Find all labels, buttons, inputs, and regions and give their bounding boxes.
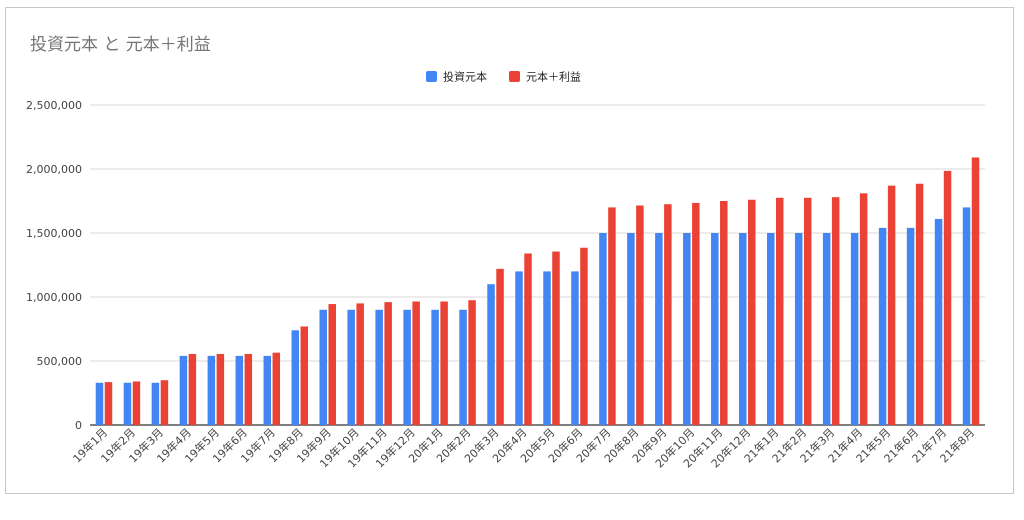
legend-swatch-principal-plus-profit (509, 71, 520, 82)
chart-title: 投資元本 と 元本＋利益 (30, 35, 211, 55)
bar-principal-plus-profit (524, 253, 532, 425)
bar-principal (599, 233, 607, 425)
bar-principal (235, 355, 244, 425)
bar-principal-plus-profit (915, 183, 924, 425)
bar-principal (655, 233, 663, 425)
bar-principal (403, 309, 411, 425)
y-tick-label: 1,500,000 (26, 227, 82, 240)
bar-principal (347, 309, 355, 425)
bar-principal (207, 355, 216, 425)
bar-principal-plus-profit (132, 381, 141, 425)
bar-principal-plus-profit (943, 170, 952, 425)
bar-principal (934, 218, 943, 425)
bar-principal-plus-profit (580, 247, 588, 425)
bar-principal (906, 227, 915, 425)
bar-principal (319, 309, 327, 425)
bar-principal (794, 233, 803, 425)
bars (95, 157, 980, 426)
bar-principal-plus-profit (244, 353, 253, 425)
bar-principal-plus-profit (160, 380, 169, 425)
y-tick-label: 2,500,000 (26, 99, 82, 112)
bar-principal (459, 309, 467, 425)
bar-principal-plus-profit (887, 185, 896, 425)
bar-principal-plus-profit (971, 157, 980, 426)
bar-principal-plus-profit (104, 382, 113, 425)
bar-principal (962, 207, 971, 425)
bar-principal-plus-profit (356, 303, 364, 425)
bar-principal (431, 309, 439, 425)
y-axis: 0 500,000 1,000,000 1,500,000 2,000,000 2,500… (26, 99, 82, 432)
bar-principal-plus-profit (692, 202, 700, 425)
bar-principal (263, 355, 272, 425)
bar-principal (123, 382, 132, 425)
bar-principal-plus-profit (216, 353, 225, 425)
bar-principal (822, 233, 831, 425)
bar-principal-plus-profit (636, 205, 644, 425)
bar-principal (95, 382, 104, 425)
bar-principal-plus-profit (496, 268, 504, 425)
bar-principal-plus-profit (468, 300, 476, 425)
bar-principal-plus-profit (272, 352, 281, 425)
bar-principal (766, 233, 775, 425)
bar-principal-plus-profit (664, 204, 672, 425)
chart-legend: 投資元本 元本＋利益 (426, 70, 581, 84)
bar-principal-plus-profit (748, 199, 756, 425)
bar-principal-plus-profit (188, 353, 197, 425)
bar-principal-plus-profit (608, 207, 616, 425)
bar-principal (543, 271, 551, 425)
bar-principal (683, 233, 691, 425)
bar-principal-plus-profit (775, 197, 784, 425)
bar-principal-plus-profit (831, 197, 840, 425)
bar-principal-plus-profit (412, 301, 420, 425)
bar-principal (850, 233, 859, 425)
y-tick-label: 2,000,000 (26, 163, 82, 176)
bar-principal (291, 330, 300, 425)
bar-principal (739, 233, 747, 425)
chart-frame (5, 7, 1014, 494)
bar-principal-plus-profit (384, 302, 392, 425)
legend-label-principal-plus-profit: 元本＋利益 (526, 70, 581, 84)
bar-principal-plus-profit (720, 201, 728, 425)
bar-principal (571, 271, 579, 425)
x-axis: 19年1月19年2月19年3月19年4月19年5月19年6月19年7月19年8月… (70, 425, 977, 470)
bar-principal (711, 233, 719, 425)
bar-principal (878, 227, 887, 425)
bar-principal-plus-profit (859, 193, 868, 425)
bar-principal (515, 271, 523, 425)
bar-principal-plus-profit (440, 301, 448, 425)
bar-principal (179, 355, 188, 425)
y-tick-label: 0 (75, 419, 82, 432)
legend-swatch-principal (426, 71, 437, 82)
bar-principal (627, 233, 635, 425)
gridlines (90, 104, 985, 426)
y-tick-label: 500,000 (37, 355, 83, 368)
bar-principal (151, 382, 160, 425)
bar-principal-plus-profit (803, 197, 812, 425)
bar-principal-plus-profit (300, 326, 309, 425)
legend-label-principal: 投資元本 (443, 70, 487, 84)
bar-principal (375, 309, 383, 425)
bar-principal-plus-profit (328, 304, 336, 425)
bar-principal (487, 284, 495, 425)
y-tick-label: 1,000,000 (26, 291, 82, 304)
bar-principal-plus-profit (552, 251, 560, 425)
